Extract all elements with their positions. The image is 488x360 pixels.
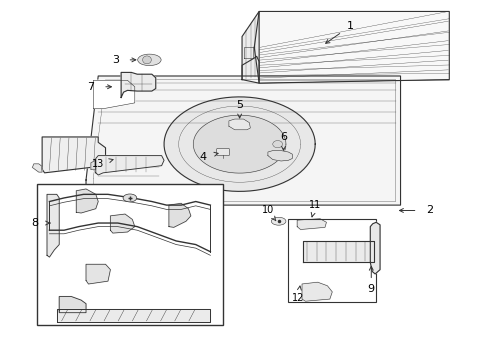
Polygon shape [242,12,259,83]
Polygon shape [121,72,156,98]
Polygon shape [86,76,400,205]
FancyBboxPatch shape [216,148,229,156]
Polygon shape [59,297,86,313]
Polygon shape [42,137,105,173]
Polygon shape [110,214,135,233]
Polygon shape [91,160,96,169]
Ellipse shape [142,56,151,64]
Text: 6: 6 [280,132,286,142]
Ellipse shape [138,54,161,66]
Text: 1: 1 [346,21,354,31]
Text: 3: 3 [112,55,119,65]
Text: 2: 2 [426,206,432,216]
Ellipse shape [123,194,137,202]
Polygon shape [76,189,98,213]
Polygon shape [302,282,331,301]
Polygon shape [168,203,190,227]
Text: 11: 11 [308,200,321,210]
Bar [288,220,375,302]
Text: 13: 13 [92,159,104,169]
Polygon shape [297,219,326,229]
Text: 10: 10 [261,206,273,216]
Polygon shape [96,156,163,175]
Polygon shape [86,264,110,284]
Polygon shape [254,12,448,83]
Polygon shape [267,150,292,161]
Text: 7: 7 [87,82,94,92]
Polygon shape [193,115,285,173]
Circle shape [272,140,282,148]
Polygon shape [93,80,135,108]
Bar [37,184,222,325]
Text: 8: 8 [31,218,39,228]
Polygon shape [47,194,59,257]
Ellipse shape [271,217,285,225]
Polygon shape [57,309,210,321]
Polygon shape [369,222,379,274]
Text: 9: 9 [367,284,374,294]
Text: 4: 4 [199,152,206,162]
Text: 5: 5 [236,100,243,110]
Text: 12: 12 [291,293,304,303]
Polygon shape [164,97,315,192]
Polygon shape [228,119,250,130]
Polygon shape [32,164,42,172]
Polygon shape [303,241,373,262]
